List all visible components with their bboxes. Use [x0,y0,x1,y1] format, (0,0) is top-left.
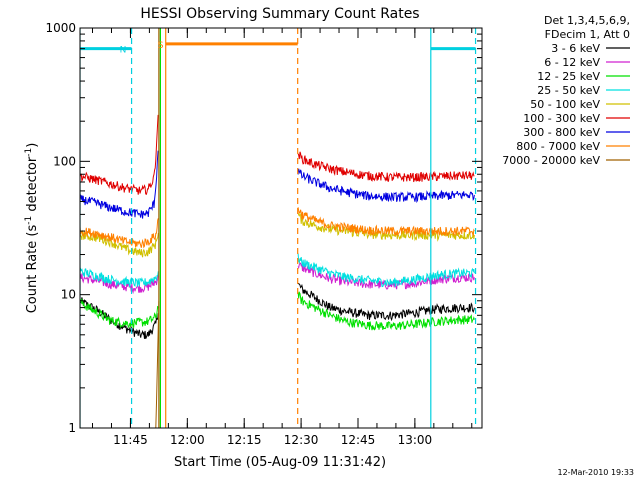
y-tick-label-1: 10 [61,288,76,302]
series-line-5 [80,114,475,196]
legend-header-line-0: Det 1,3,4,5,6,9, [544,14,630,27]
y-tick-label-2: 100 [53,154,76,168]
y-axis-label-part: detector [25,156,40,216]
legend-label-5: 100 - 300 keV [523,112,600,125]
y-axis-label-part: -1 [24,148,34,157]
legend-label-2: 12 - 25 keV [537,70,600,83]
series-line-3 [80,253,475,289]
marker-label-0: N [120,46,127,56]
series-line-4 [80,212,475,258]
legend-label-7: 800 - 7000 keV [516,140,600,153]
y-tick-label-0: 1 [68,421,76,435]
footer-timestamp: 12-Mar-2010 19:33 [558,468,635,477]
legend-header: Det 1,3,4,5,6,9,FDecim 1, Att 0 [544,14,630,41]
x-tick-label-5: 13:00 [398,433,433,447]
y-axis-label-part: -1 [24,216,34,225]
x-axis-label: Start Time (05-Aug-09 11:31:42) [174,455,386,470]
legend-header-line-1: FDecim 1, Att 0 [545,28,630,41]
x-tick-label-3: 12:30 [284,433,319,447]
x-tick-label-0: 11:45 [113,433,148,447]
y-axis-label: Count Rate (s-1 detector-1) [24,143,40,314]
series-line-2 [80,291,475,331]
y-tick-label-3: 1000 [45,21,76,35]
marker-label-1: S [158,41,164,51]
legend-label-3: 25 - 50 keV [537,84,600,97]
x-tick-label-4: 12:45 [341,433,376,447]
legend-label-8: 7000 - 20000 keV [502,154,600,167]
axis-ticks: 1 10 100 1000 11:45 12:00 12:15 12:30 12:45 13:00 [45,21,482,447]
chart-title: HESSI Observing Summary Count Rates [140,6,419,22]
x-tick-label-2: 12:15 [227,433,262,447]
series-line-7 [80,207,475,249]
legend-label-1: 6 - 12 keV [544,56,600,69]
y-axis-label-part: Count Rate (s [25,225,40,314]
plot-frame [79,27,483,429]
plot-border [79,27,483,429]
legend-label-6: 300 - 800 keV [523,126,600,139]
x-tick-label-1: 12:00 [170,433,205,447]
legend-label-0: 3 - 6 keV [551,42,600,55]
series-line-6 [80,150,475,219]
legend-label-4: 50 - 100 keV [530,98,600,111]
series-line-1 [80,262,475,295]
y-axis-label-part: ) [25,143,40,148]
